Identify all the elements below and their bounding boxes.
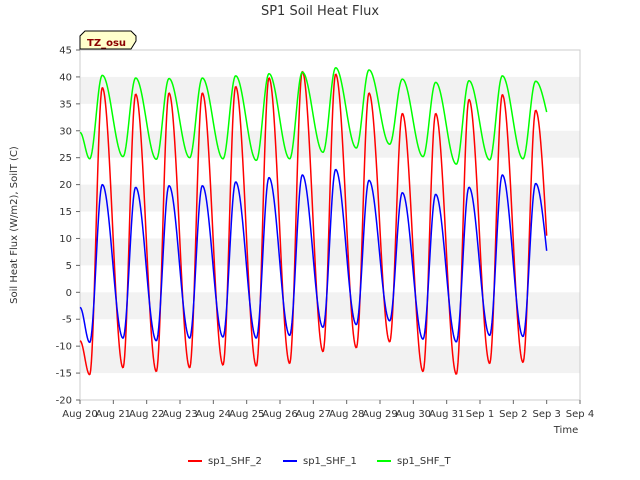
y-tick-label: 25: [59, 153, 72, 164]
legend-label-sp1_SHF_T: sp1_SHF_T: [397, 456, 452, 467]
x-tick-label: Aug 27: [296, 409, 331, 420]
grid-band: [80, 346, 580, 374]
series-line-sp1_SHF_T: [79, 67, 548, 165]
y-tick-label: 30: [59, 126, 72, 137]
y-axis-label: Soil Heat Flux (W/m2), SoilT (C): [9, 146, 20, 304]
x-tick-label: Aug 28: [329, 409, 364, 420]
x-tick-label: Aug 29: [362, 409, 397, 420]
x-tick-label: Aug 23: [162, 409, 197, 420]
x-tick-label: Aug 31: [429, 409, 464, 420]
grid-band: [80, 292, 580, 320]
y-tick-label: 5: [66, 261, 72, 272]
x-tick-label: Sep 2: [499, 409, 527, 420]
series-line-sp1_SHF_1: [79, 168, 548, 344]
x-tick-label: Aug 30: [396, 409, 431, 420]
site-badge: TZ_osu: [79, 30, 137, 50]
legend: sp1_SHF_2 sp1_SHF_1 sp1_SHF_T: [188, 456, 452, 467]
legend-label-sp1_SHF_1: sp1_SHF_1: [303, 456, 357, 467]
x-tick-label: Sep 4: [566, 409, 594, 420]
x-tick-label: Aug 24: [196, 409, 231, 420]
grid-band: [80, 130, 580, 158]
series-line-sp1_SHF_2: [79, 70, 548, 376]
badge-label: TZ_osu: [87, 38, 126, 49]
y-tick-label: 40: [59, 72, 72, 83]
chart-title: SP1 Soil Heat Flux: [261, 4, 379, 19]
y-tick-label: 15: [59, 207, 72, 218]
x-tick-label: Sep 1: [466, 409, 494, 420]
y-axis: -20 -15 -10 -5 0 5 10 15 20 25 30 35 40 45: [56, 46, 80, 407]
x-tick-label: Aug 22: [129, 409, 164, 420]
x-axis-label: Time: [553, 425, 578, 436]
y-tick-label: 45: [59, 46, 72, 57]
plot-area: [79, 49, 581, 401]
x-tick-label: Aug 25: [229, 409, 264, 420]
y-tick-label: -5: [62, 315, 72, 326]
badge-box: [79, 30, 137, 50]
y-tick-label: -15: [56, 369, 72, 380]
x-tick-label: Aug 26: [262, 409, 297, 420]
y-tick-label: -10: [56, 342, 72, 353]
series-lines: [79, 67, 548, 376]
x-tick-label: Aug 20: [62, 409, 97, 420]
legend-label-sp1_SHF_2: sp1_SHF_2: [208, 456, 262, 467]
y-tick-label: -20: [56, 396, 72, 407]
x-tick-label: Sep 3: [532, 409, 560, 420]
y-tick-label: 35: [59, 99, 72, 110]
y-tick-label: 0: [66, 288, 72, 299]
y-tick-label: 20: [59, 180, 72, 191]
y-tick-label: 10: [59, 234, 72, 245]
x-tick-label: Aug 21: [96, 409, 131, 420]
